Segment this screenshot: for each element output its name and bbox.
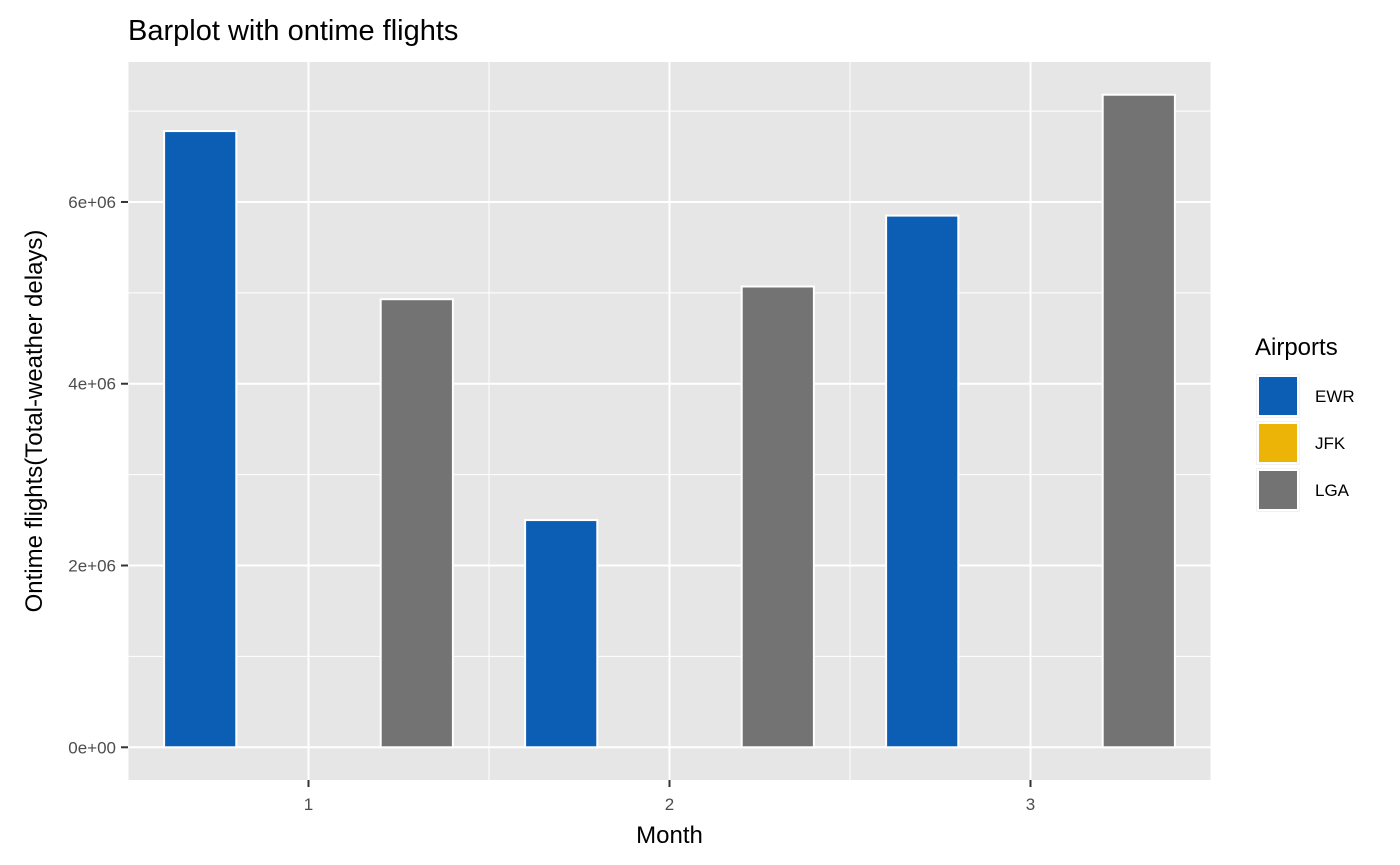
legend-label-lga: LGA [1315,481,1350,500]
legend: Airports EWR JFK LGA [1255,334,1355,512]
y-tick-label: 6e+06 [68,193,116,212]
legend-items: EWR JFK LGA [1256,374,1355,512]
legend-title: Airports [1255,334,1338,361]
chart-title: Barplot with ontime flights [128,15,458,47]
bars [163,93,1176,749]
legend-label-jfk: JFK [1315,434,1346,453]
bar-lga-month-1 [379,298,454,749]
y-tick-label: 0e+00 [68,738,116,757]
x-tick-label: 3 [1026,795,1035,814]
x-tick-label: 2 [665,795,674,814]
bar-ewr-month-1 [163,130,238,749]
major-gridlines [128,62,1211,780]
bar-lga-month-2 [740,285,815,749]
legend-swatch-lga [1257,469,1299,511]
y-tick-label: 2e+06 [68,557,116,576]
y-axis: 0e+00 2e+06 4e+06 6e+06 [68,193,128,757]
legend-swatch-jfk [1257,422,1299,464]
x-axis: 1 2 3 [304,780,1035,814]
legend-label-ewr: EWR [1315,387,1355,406]
y-axis-title: Ontime flights(Total-weather delays) [21,230,48,613]
x-axis-title: Month [636,822,703,849]
bar-lga-month-3 [1101,93,1176,749]
x-tick-label: 1 [304,795,313,814]
y-tick-label: 4e+06 [68,375,116,394]
bar-ewr-month-3 [885,214,960,749]
legend-swatch-ewr [1257,375,1299,417]
bar-ewr-month-2 [524,519,599,749]
